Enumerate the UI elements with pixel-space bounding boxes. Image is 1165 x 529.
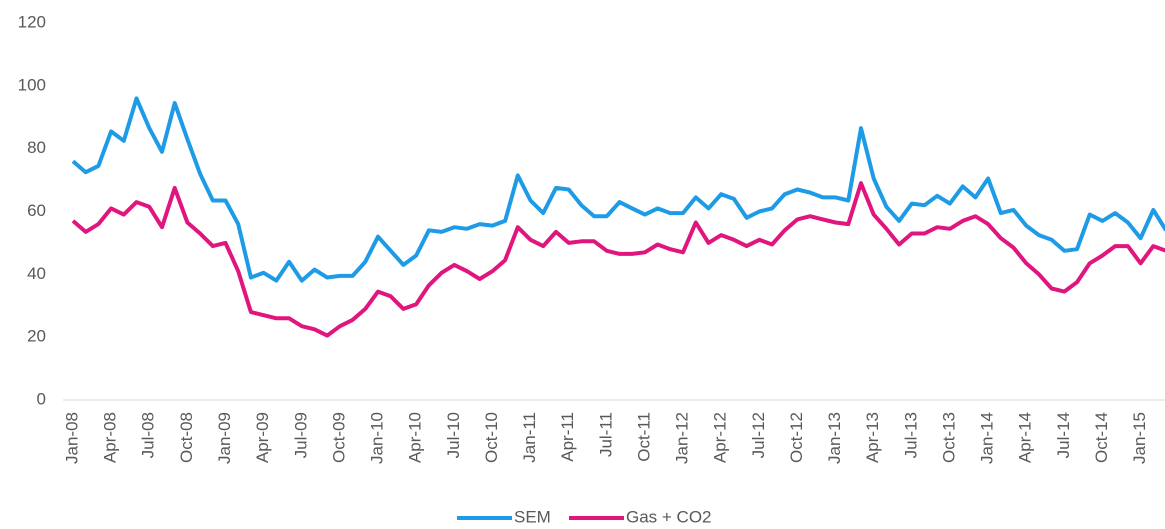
series-line [71,181,1165,338]
y-tick-label: 20 [27,327,46,346]
x-tick-label: Oct-09 [329,412,348,463]
x-tick-label: Jul-12 [749,412,768,458]
x-tick-label: Oct-10 [482,412,501,463]
x-tick-label: Jul-08 [139,412,158,458]
x-tick-label: Jan-08 [62,412,81,464]
x-tick-label: Apr-10 [406,412,425,463]
x-tick-label: Apr-11 [558,412,577,462]
x-tick-label: Jul-13 [901,412,920,458]
x-tick-label: Jan-11 [520,412,539,463]
x-tick-label: Jul-14 [1054,412,1073,458]
x-tick-label: Jan-13 [825,412,844,464]
x-tick-label: Oct-14 [1092,412,1111,463]
x-tick-label: Apr-12 [711,412,730,463]
legend-label: Gas + CO2 [626,507,712,526]
x-tick-label: Jan-12 [673,412,692,464]
x-tick-label: Jul-10 [444,412,463,458]
x-tick-label: Oct-13 [939,412,958,463]
x-tick-label: Jul-11 [596,412,615,457]
legend-label: SEM [514,507,551,526]
x-tick-label: Oct-12 [787,412,806,463]
x-tick-label: Apr-14 [1016,412,1035,463]
x-tick-label: Jan-14 [978,412,997,464]
x-tick-label: Oct-08 [177,412,196,463]
series-line [71,96,1165,283]
y-tick-label: 40 [27,264,46,283]
x-tick-label: Jan-15 [1130,412,1149,464]
x-tick-label: Oct-11 [634,412,653,462]
y-tick-label: 60 [27,201,46,220]
x-tick-label: Apr-08 [101,412,120,463]
x-tick-label: Jul-09 [291,412,310,458]
x-tick-label: Apr-13 [863,412,882,463]
x-tick-label: Jan-10 [368,412,387,464]
y-tick-label: 100 [18,75,46,94]
y-tick-label: 120 [18,12,46,31]
x-tick-label: Apr-09 [253,412,272,463]
y-tick-label: 0 [37,389,46,408]
x-tick-label: Jan-09 [215,412,234,464]
y-tick-label: 80 [27,138,46,157]
